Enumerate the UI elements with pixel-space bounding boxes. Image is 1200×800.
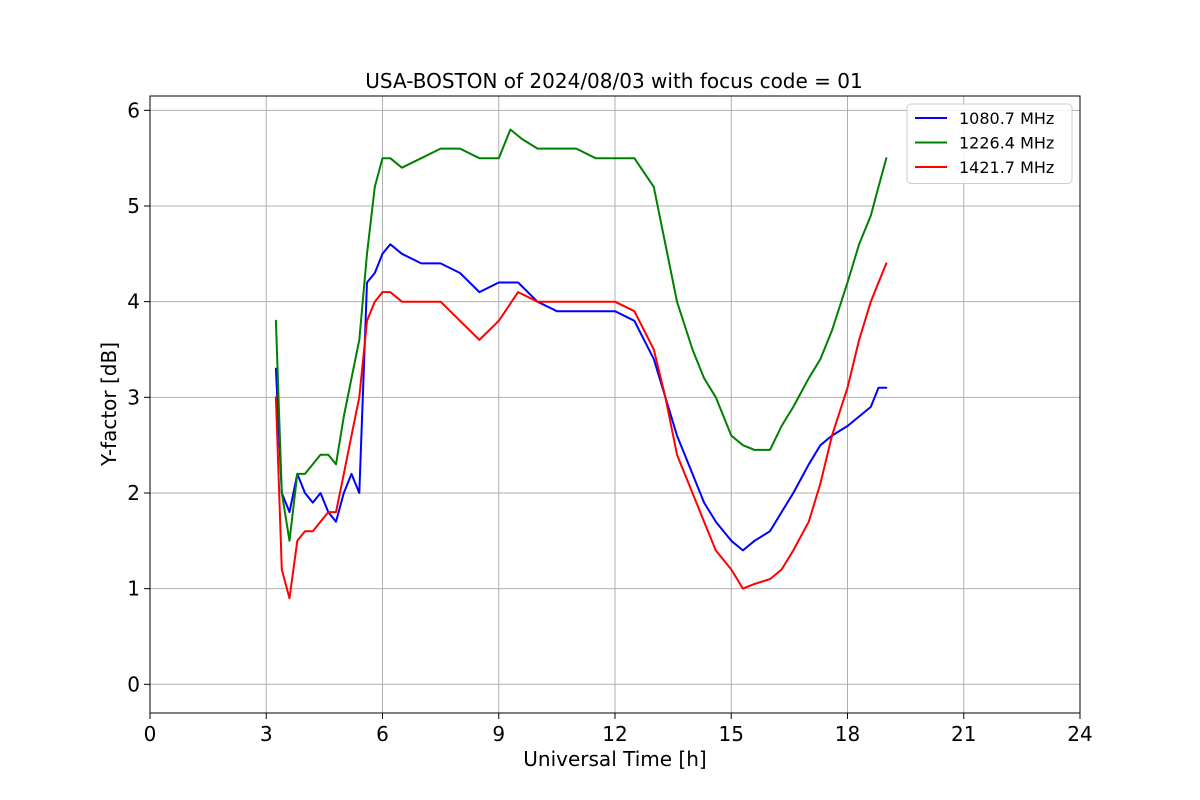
legend: 1080.7 MHz 1226.4 MHz 1421.7 MHz [906,103,1073,184]
x-tick-label: 15 [719,722,744,746]
series-line-3 [274,262,888,600]
series-line-2 [274,128,888,542]
series-lines [274,128,888,600]
chart-title: USA-BOSTON of 2024/08/03 with focus code… [365,69,862,93]
x-tick-label: 0 [144,722,157,746]
x-tick-label: 24 [1067,722,1092,746]
x-tick-label: 6 [376,722,389,746]
y-tick-label: 5 [127,194,140,218]
y-tick-label: 1 [127,577,140,601]
legend-label: 1226.4 MHz [959,134,1054,153]
x-tick-label: 21 [951,722,976,746]
y-tick-label: 2 [127,481,140,505]
series-line-1 [274,243,888,552]
x-tick-label: 3 [260,722,273,746]
legend-label: 1080.7 MHz [959,109,1054,128]
y-axis: 0 1 2 3 4 5 6 [127,98,150,696]
y-axis-label: Y-factor [dB] [97,342,121,467]
y-tick-label: 6 [127,98,140,122]
x-axis-label: Universal Time [h] [523,747,706,771]
x-tick-label: 18 [835,722,860,746]
y-tick-label: 0 [127,672,140,696]
legend-label: 1421.7 MHz [959,158,1054,177]
y-tick-label: 4 [127,290,140,314]
x-tick-label: 12 [602,722,627,746]
legend-box [906,103,1073,184]
y-tick-label: 3 [127,385,140,409]
x-tick-label: 9 [492,722,505,746]
x-axis: 0 3 6 9 12 15 18 21 24 [144,713,1093,746]
